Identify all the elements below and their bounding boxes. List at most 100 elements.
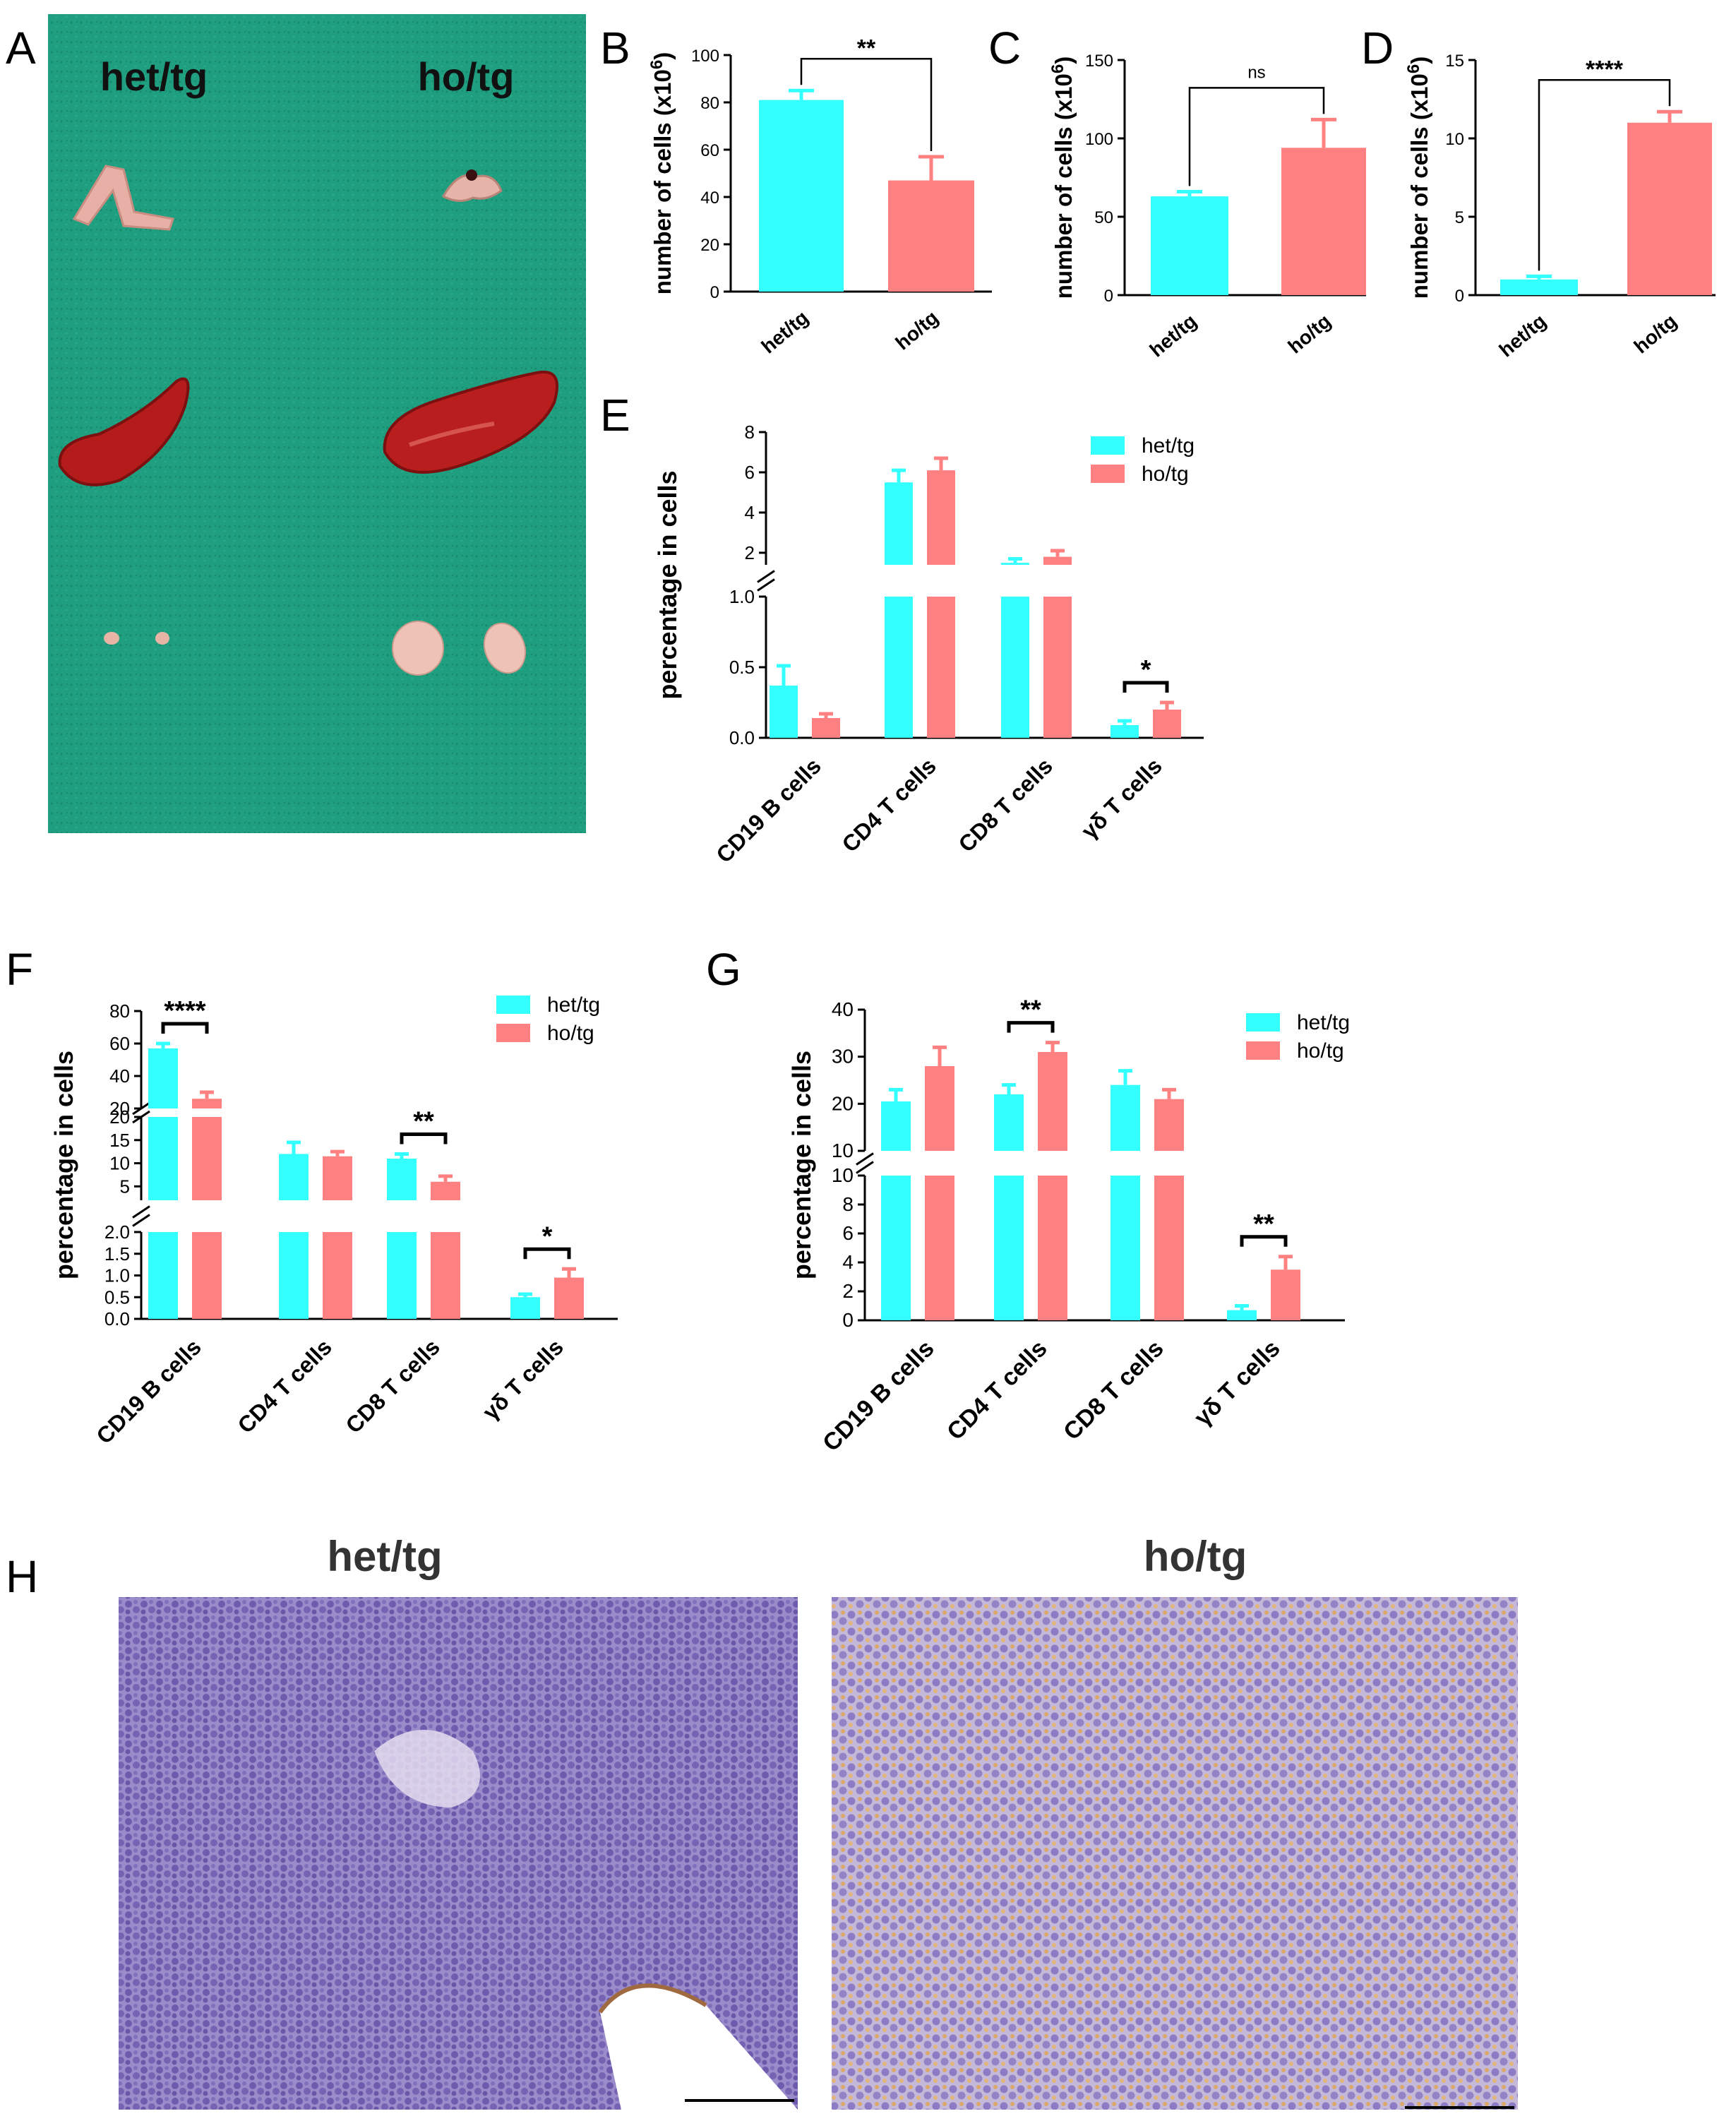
y-axis-label-exponent: 6: [1048, 64, 1067, 73]
significance-bracket: [523, 1247, 571, 1260]
y-tick-label: 30: [832, 1046, 854, 1068]
bar: [1154, 1176, 1184, 1320]
y-tick-label: 20: [109, 1106, 130, 1128]
y-tick-label: 5: [120, 1176, 130, 1197]
bar: [279, 1154, 309, 1200]
histology-ho: [832, 1597, 1518, 2110]
bar: [148, 1117, 178, 1200]
bar: [885, 482, 913, 565]
bar: [431, 1232, 460, 1319]
legend-swatch: [1246, 1013, 1280, 1032]
y-tick-label: 60: [109, 1033, 130, 1054]
bar: [192, 1099, 222, 1108]
significance-label: ****: [164, 996, 205, 1026]
panel-letter-d: D: [1361, 23, 1394, 73]
y-tick-label: 0: [842, 1309, 854, 1331]
y-tick-label: 8: [842, 1193, 854, 1215]
y-axis-label-exponent: 6: [647, 60, 666, 69]
x-tick-label: CD19 B cells: [711, 753, 826, 868]
y-axis-label-text: number of cells (x10: [1406, 73, 1432, 299]
bar: [1151, 196, 1228, 295]
y-tick-label: 40: [109, 1065, 130, 1087]
y-tick-label: 20: [109, 1098, 130, 1119]
bar: [927, 470, 955, 565]
x-tick-label: CD4 T cells: [942, 1335, 1052, 1445]
axis-break-mark: [757, 578, 775, 592]
y-tick-label: 150: [1085, 52, 1113, 71]
y-axis-label-text: number of cells (x10: [1050, 73, 1077, 299]
y-axis-label: percentage in cells: [787, 1051, 816, 1279]
panel-letter-b: B: [600, 23, 630, 73]
bar: [1153, 710, 1181, 738]
bar: [770, 686, 798, 738]
y-tick-label: 0.5: [104, 1286, 130, 1308]
x-tick-label: γδ T cells: [1189, 1335, 1285, 1431]
bar: [1111, 1084, 1140, 1151]
y-tick-label: 0.0: [729, 727, 755, 748]
bar: [323, 1232, 352, 1319]
x-tick-label: γδ T cells: [477, 1334, 568, 1424]
x-tick-label: CD8 T cells: [954, 753, 1058, 856]
y-tick-label: 40: [832, 998, 854, 1020]
histology-het: [119, 1597, 798, 2110]
panel-a-photo: het/tg ho/tg: [48, 14, 586, 833]
legend-label: ho/tg: [1142, 462, 1189, 486]
y-axis-label-exponent: 6: [1404, 64, 1423, 73]
bar: [1154, 1099, 1184, 1151]
y-tick-label: 20: [832, 1092, 854, 1114]
bar: [885, 597, 913, 738]
thymus-icon: [72, 165, 503, 231]
y-tick-label: 1.0: [104, 1265, 130, 1286]
y-tick-label: 0: [710, 283, 719, 302]
bar: [1043, 556, 1072, 565]
legend-label: ho/tg: [547, 1022, 594, 1045]
bar: [192, 1117, 222, 1200]
y-tick-label: 2: [842, 1280, 854, 1302]
legend-swatch: [1246, 1041, 1280, 1060]
axis-break-mark: [132, 1214, 150, 1227]
x-tick-label: CD4 T cells: [233, 1334, 337, 1437]
bar: [1001, 563, 1029, 565]
axis-break-mark: [132, 1101, 150, 1116]
y-tick-label: 1.0: [729, 586, 755, 607]
y-tick-label: 0: [1104, 287, 1113, 306]
bar: [554, 1277, 584, 1319]
y-tick-label: 60: [700, 141, 719, 160]
legend-swatch: [496, 996, 530, 1014]
y-axis-label-close: ): [1406, 56, 1432, 64]
axis-break-mark: [856, 1152, 874, 1166]
y-tick-label: 100: [1085, 130, 1113, 149]
bar: [927, 597, 955, 738]
bar: [1281, 148, 1366, 295]
y-tick-label: 10: [832, 1164, 854, 1186]
y-tick-label: 2.0: [104, 1221, 130, 1243]
x-tick-label: CD4 T cells: [837, 753, 941, 856]
y-tick-label: 5: [1455, 208, 1464, 227]
bar: [510, 1297, 540, 1319]
y-tick-label: 1.5: [104, 1243, 130, 1265]
bar: [192, 1232, 222, 1319]
y-tick-label: 10: [109, 1153, 130, 1174]
y-tick-label: 2: [745, 542, 755, 563]
significance-bracket: [1123, 681, 1169, 693]
y-tick-label: 80: [109, 1000, 130, 1022]
x-tick-label: ho/tg: [1284, 310, 1335, 358]
x-tick-label: ho/tg: [1630, 310, 1681, 358]
significance-label: *: [1141, 655, 1151, 685]
y-tick-label: 10: [832, 1140, 854, 1161]
panel-letter-c: C: [988, 23, 1021, 73]
legend-label: het/tg: [1297, 1011, 1350, 1034]
significance-label: *: [542, 1221, 553, 1251]
bar: [1001, 597, 1029, 738]
bar: [1043, 597, 1072, 738]
y-tick-label: 6: [842, 1222, 854, 1244]
significance-bracket: [1007, 1021, 1055, 1033]
spleen-icon: [58, 370, 558, 486]
chart-b: 0 20 40 60 80 100 het/tg ho/tg ** number of cells…: [647, 35, 992, 358]
significance-label: **: [1020, 996, 1041, 1025]
bar: [881, 1101, 911, 1151]
chart-d: 0 5 10 15 het/tg ho/tg **** number of cells (x1…: [1404, 52, 1716, 361]
y-axis-label: number of cells (x106): [1048, 56, 1077, 299]
panel-a-label-het: het/tg: [100, 54, 208, 99]
